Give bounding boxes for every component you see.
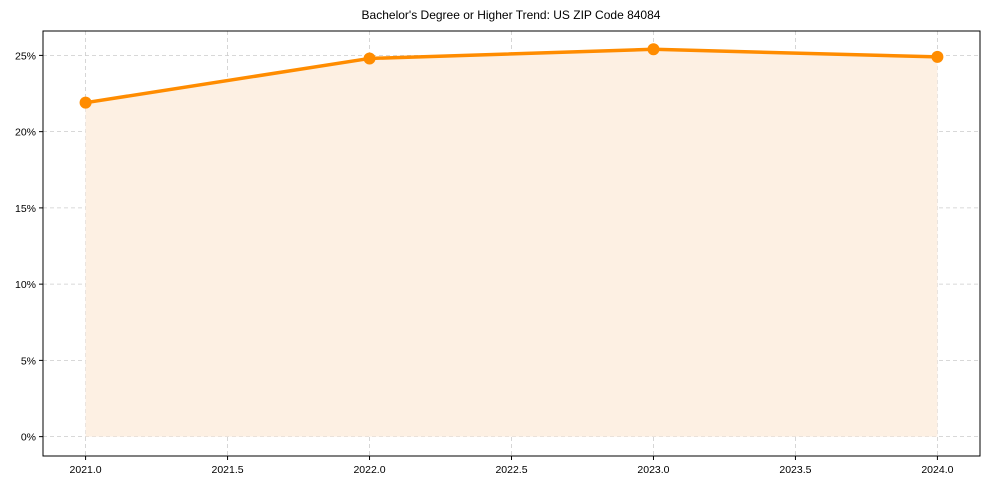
data-line [83, 47, 940, 105]
y-axis: 0% 5% 10% 15% 20% 25% [15, 50, 43, 444]
chart-title: Bachelor's Degree or Higher Trend: US ZI… [362, 8, 661, 22]
y-tick-label: 10% [15, 279, 36, 291]
data-point-marker [363, 52, 376, 65]
area-fill [85, 49, 938, 437]
x-tick-label: 2022.0 [353, 464, 385, 476]
area-fill-region [85, 49, 938, 437]
y-tick-label: 5% [21, 355, 36, 367]
data-point-marker [931, 50, 944, 63]
x-axis: 2021.0 2021.5 2022.0 2022.5 2023.0 2023.5 2024… [70, 456, 954, 476]
data-point-marker [79, 96, 92, 109]
x-tick-label: 2023.5 [779, 464, 811, 476]
y-tick-label: 20% [15, 127, 36, 139]
x-tick-label: 2024.0 [921, 464, 953, 476]
x-tick-label: 2021.0 [70, 464, 102, 476]
x-tick-label: 2023.0 [637, 464, 669, 476]
y-tick-label: 0% [21, 432, 36, 444]
y-tick-label: 15% [15, 203, 36, 215]
data-markers [79, 43, 944, 109]
y-tick-label: 25% [15, 50, 36, 62]
data-point-marker [647, 43, 660, 56]
x-tick-label: 2021.5 [211, 464, 243, 476]
series-line [83, 47, 940, 105]
x-tick-label: 2022.5 [495, 464, 527, 476]
